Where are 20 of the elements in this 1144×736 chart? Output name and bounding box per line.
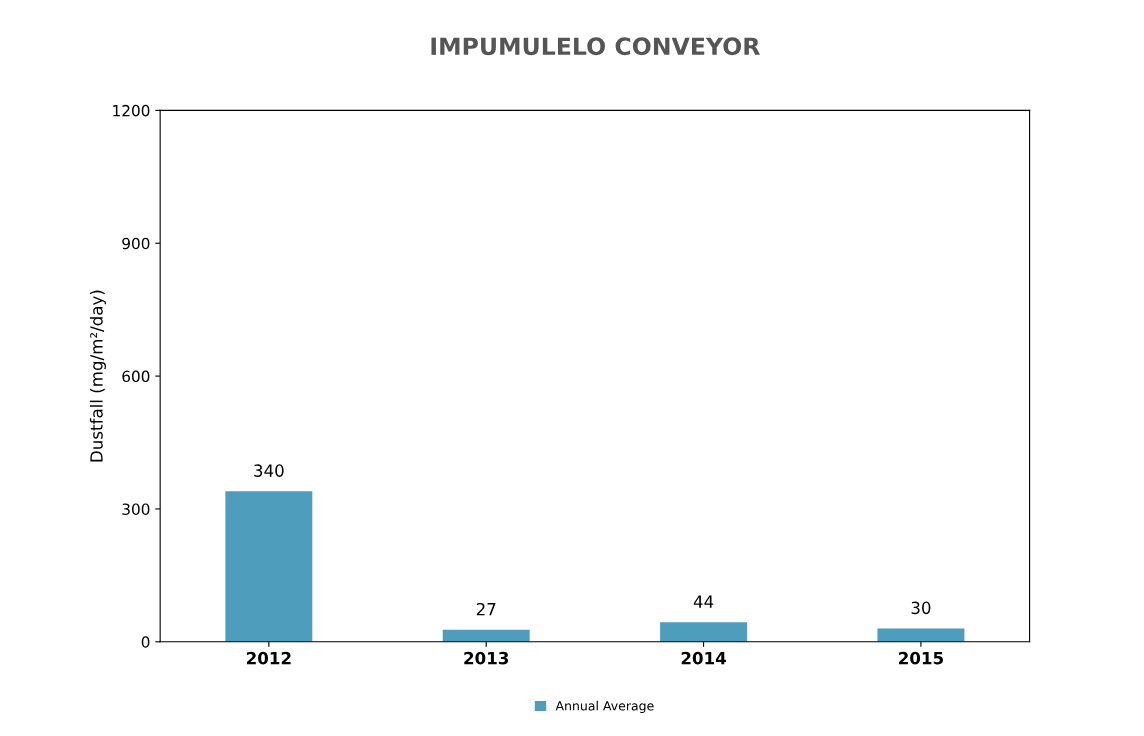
x-tick-label: 2015 [899,651,943,665]
y-tick-label: 600 [122,370,150,383]
y-tick-label: 300 [122,503,150,515]
data-label: 44 [693,595,714,608]
x-tick-label: 2014 [681,651,726,665]
bar [660,622,748,642]
y-tick-label: 900 [122,237,150,250]
legend-label: Annual Average [555,700,654,713]
y-tick-label: 1200 [113,104,150,117]
data-label: 340 [254,464,284,477]
data-label: 30 [911,601,931,615]
chart-title: IMPUMULELO CONVEYOR [431,37,760,56]
bar [877,628,965,642]
y-axis-title: Dustfall (mg/m²/day) [89,290,106,462]
bar [225,491,313,642]
y-tick-label: 0 [141,636,150,648]
bar [442,629,530,642]
x-tick-label: 2012 [246,651,291,665]
data-label: 27 [476,602,496,616]
x-tick-label: 2013 [464,651,509,665]
